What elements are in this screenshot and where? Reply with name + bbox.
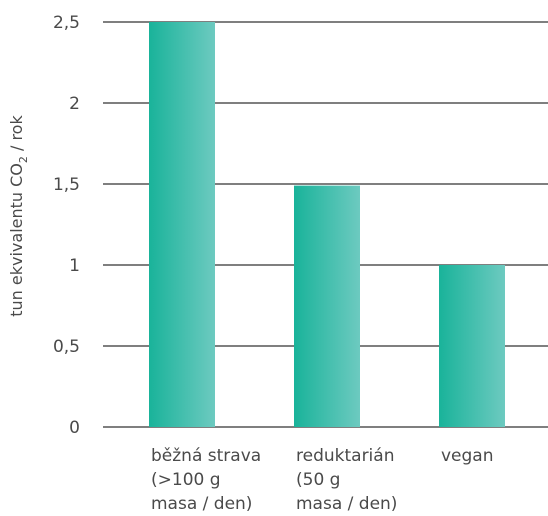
bar [294,185,360,427]
bars [149,22,505,427]
bar [439,265,505,427]
y-tick-label: 0,5 [53,337,80,357]
x-category-label: běžná strava (>100 g masa / den) [151,446,261,514]
x-category-label: vegan [441,446,494,466]
y-tick-label: 1 [69,256,80,276]
y-axis-label-subscript: 2 [17,156,30,163]
y-tick-label: 1,5 [53,175,80,195]
y-tick-label: 2,5 [53,13,80,33]
bar [149,22,215,427]
x-category-labels: běžná strava (>100 g masa / den) reduktariá… [151,446,494,514]
y-tick-label: 2 [69,94,80,114]
y-axis-label: tun ekvivalentu CO2 / rok [7,115,30,317]
x-category-label: reduktarián (50 g masa / den) [296,446,397,514]
y-tick-labels: 0 0,5 1 1,5 2 2,5 [53,13,80,438]
y-tick-label: 0 [69,418,80,438]
